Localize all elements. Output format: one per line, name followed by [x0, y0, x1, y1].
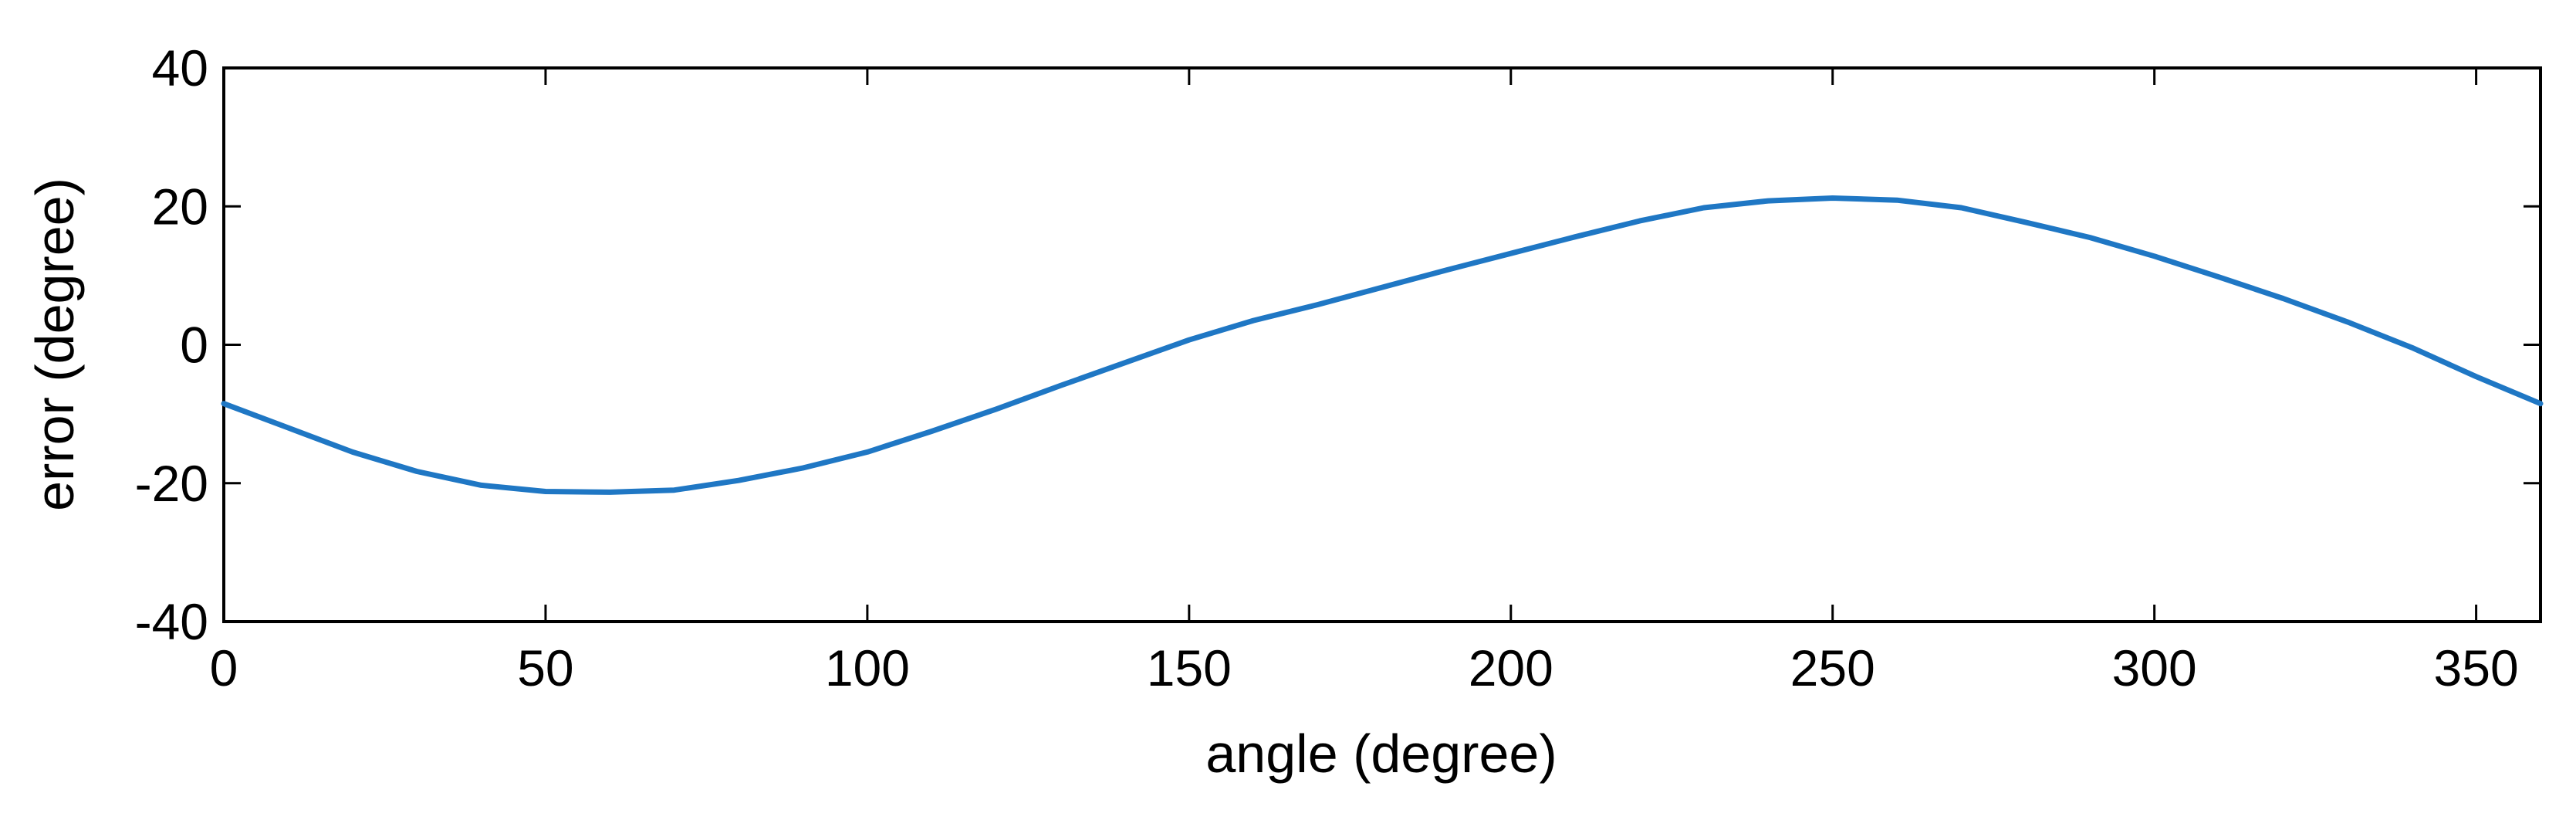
x-tick-label: 0: [210, 639, 238, 697]
series-layer: [221, 195, 2544, 495]
y-tick-label: 40: [152, 39, 208, 97]
x-tick-label: 50: [517, 639, 573, 697]
y-tick-label: -40: [135, 593, 208, 650]
y-tick-label: 0: [180, 317, 208, 374]
x-axis-ticks: 0 50 100 150 200 250 300 350: [210, 68, 2519, 697]
series-line-0: [221, 195, 2544, 495]
x-tick-label: 100: [825, 639, 910, 697]
y-axis-label: error (degree): [25, 178, 85, 511]
y-tick-label: -20: [135, 455, 208, 512]
y-tick-label: 20: [152, 178, 208, 235]
x-axis-label: angle (degree): [1205, 724, 1557, 784]
x-tick-label: 300: [2112, 639, 2197, 697]
y-axis-ticks: -40 -20 0 20 40: [135, 39, 2541, 650]
x-tick-label: 200: [1469, 639, 1553, 697]
x-tick-label: 150: [1147, 639, 1232, 697]
x-tick-label: 250: [1790, 639, 1875, 697]
x-tick-label: 350: [2434, 639, 2519, 697]
